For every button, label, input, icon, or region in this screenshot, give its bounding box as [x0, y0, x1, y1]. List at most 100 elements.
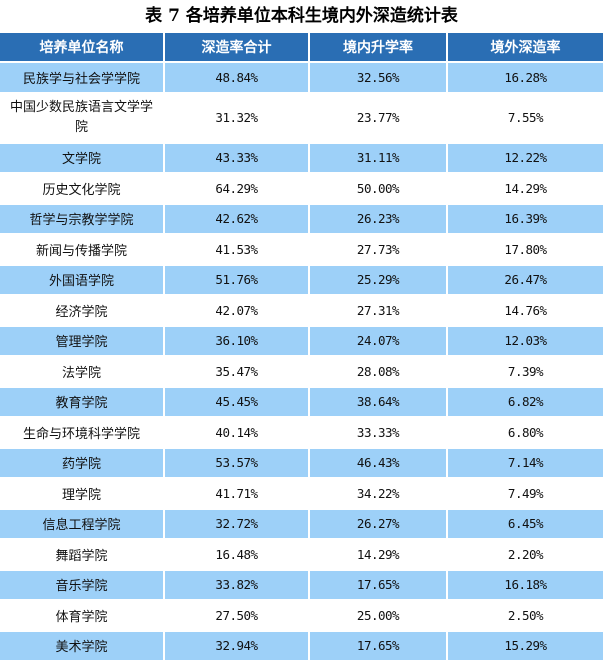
unit-name: 教育学院 [0, 387, 165, 418]
abroad-rate: 16.28% [448, 63, 603, 94]
abroad-rate: 16.39% [448, 204, 603, 235]
unit-name: 法学院 [0, 357, 165, 388]
domestic-rate: 26.23% [310, 204, 448, 235]
domestic-rate: 50.00% [310, 174, 448, 205]
unit-name: 历史文化学院 [0, 174, 165, 205]
total-rate: 42.07% [165, 296, 310, 327]
total-rate: 31.32% [165, 93, 310, 144]
domestic-rate: 17.65% [310, 570, 448, 601]
abroad-rate: 14.29% [448, 174, 603, 205]
total-rate: 42.62% [165, 204, 310, 235]
table-header-row: 培养单位名称 深造率合计 境内升学率 境外深造率 [0, 33, 603, 63]
total-rate: 53.57% [165, 448, 310, 479]
header-total-rate: 深造率合计 [165, 33, 310, 63]
total-rate: 45.45% [165, 387, 310, 418]
abroad-rate: 26.47% [448, 265, 603, 296]
unit-name: 经济学院 [0, 296, 165, 327]
unit-name: 舞蹈学院 [0, 540, 165, 571]
table-row: 民族学与社会学学院 48.84% 32.56% 16.28% [0, 63, 603, 94]
total-rate: 35.47% [165, 357, 310, 388]
table-row: 中国少数民族语言文学学院 31.32% 23.77% 7.55% [0, 93, 603, 144]
table-row: 舞蹈学院 16.48% 14.29% 2.20% [0, 540, 603, 571]
table-row: 音乐学院 33.82% 17.65% 16.18% [0, 570, 603, 601]
unit-name: 哲学与宗教学学院 [0, 204, 165, 235]
total-rate: 16.48% [165, 540, 310, 571]
unit-name: 文学院 [0, 143, 165, 174]
domestic-rate: 46.43% [310, 448, 448, 479]
abroad-rate: 12.22% [448, 143, 603, 174]
header-abroad-rate: 境外深造率 [448, 33, 603, 63]
domestic-rate: 17.65% [310, 631, 448, 662]
domestic-rate: 27.31% [310, 296, 448, 327]
domestic-rate: 34.22% [310, 479, 448, 510]
unit-name: 中国少数民族语言文学学院 [0, 93, 165, 144]
table-row: 法学院 35.47% 28.08% 7.39% [0, 357, 603, 388]
table-row: 体育学院 27.50% 25.00% 2.50% [0, 601, 603, 632]
table-row: 经济学院 42.07% 27.31% 14.76% [0, 296, 603, 327]
abroad-rate: 2.50% [448, 601, 603, 632]
total-rate: 41.53% [165, 235, 310, 266]
total-rate: 41.71% [165, 479, 310, 510]
table-row: 生命与环境科学学院 40.14% 33.33% 6.80% [0, 418, 603, 449]
abroad-rate: 7.49% [448, 479, 603, 510]
unit-name: 生命与环境科学学院 [0, 418, 165, 449]
domestic-rate: 38.64% [310, 387, 448, 418]
table-row: 历史文化学院 64.29% 50.00% 14.29% [0, 174, 603, 205]
table-row: 美术学院 32.94% 17.65% 15.29% [0, 631, 603, 662]
abroad-rate: 2.20% [448, 540, 603, 571]
abroad-rate: 15.29% [448, 631, 603, 662]
abroad-rate: 16.18% [448, 570, 603, 601]
abroad-rate: 14.76% [448, 296, 603, 327]
table-row: 哲学与宗教学学院 42.62% 26.23% 16.39% [0, 204, 603, 235]
domestic-rate: 33.33% [310, 418, 448, 449]
total-rate: 48.84% [165, 63, 310, 94]
header-unit-name: 培养单位名称 [0, 33, 165, 63]
domestic-rate: 25.00% [310, 601, 448, 632]
unit-name: 体育学院 [0, 601, 165, 632]
unit-name: 美术学院 [0, 631, 165, 662]
abroad-rate: 7.39% [448, 357, 603, 388]
domestic-rate: 32.56% [310, 63, 448, 94]
unit-name: 外国语学院 [0, 265, 165, 296]
table-row: 管理学院 36.10% 24.07% 12.03% [0, 326, 603, 357]
unit-name: 民族学与社会学学院 [0, 63, 165, 94]
domestic-rate: 31.11% [310, 143, 448, 174]
header-domestic-rate: 境内升学率 [310, 33, 448, 63]
unit-name: 管理学院 [0, 326, 165, 357]
unit-name: 音乐学院 [0, 570, 165, 601]
table-row: 药学院 53.57% 46.43% 7.14% [0, 448, 603, 479]
table-title: 表 7 各培养单位本科生境内外深造统计表 [145, 6, 458, 26]
abroad-rate: 17.80% [448, 235, 603, 266]
domestic-rate: 24.07% [310, 326, 448, 357]
abroad-rate: 6.80% [448, 418, 603, 449]
unit-name: 理学院 [0, 479, 165, 510]
graduate-study-table: 培养单位名称 深造率合计 境内升学率 境外深造率 民族学与社会学学院 48.84… [0, 33, 603, 662]
total-rate: 40.14% [165, 418, 310, 449]
unit-name: 药学院 [0, 448, 165, 479]
domestic-rate: 28.08% [310, 357, 448, 388]
table-row: 理学院 41.71% 34.22% 7.49% [0, 479, 603, 510]
table-row: 教育学院 45.45% 38.64% 6.82% [0, 387, 603, 418]
total-rate: 36.10% [165, 326, 310, 357]
domestic-rate: 26.27% [310, 509, 448, 540]
table-row: 外国语学院 51.76% 25.29% 26.47% [0, 265, 603, 296]
total-rate: 64.29% [165, 174, 310, 205]
abroad-rate: 6.82% [448, 387, 603, 418]
total-rate: 32.94% [165, 631, 310, 662]
abroad-rate: 7.55% [448, 93, 603, 144]
total-rate: 32.72% [165, 509, 310, 540]
abroad-rate: 6.45% [448, 509, 603, 540]
unit-name: 新闻与传播学院 [0, 235, 165, 266]
domestic-rate: 14.29% [310, 540, 448, 571]
unit-name: 信息工程学院 [0, 509, 165, 540]
unit-name-text: 中国少数民族语言文学学院 [9, 99, 153, 135]
abroad-rate: 12.03% [448, 326, 603, 357]
table-row: 文学院 43.33% 31.11% 12.22% [0, 143, 603, 174]
abroad-rate: 7.14% [448, 448, 603, 479]
total-rate: 33.82% [165, 570, 310, 601]
domestic-rate: 27.73% [310, 235, 448, 266]
total-rate: 43.33% [165, 143, 310, 174]
total-rate: 51.76% [165, 265, 310, 296]
domestic-rate: 25.29% [310, 265, 448, 296]
domestic-rate: 23.77% [310, 93, 448, 144]
